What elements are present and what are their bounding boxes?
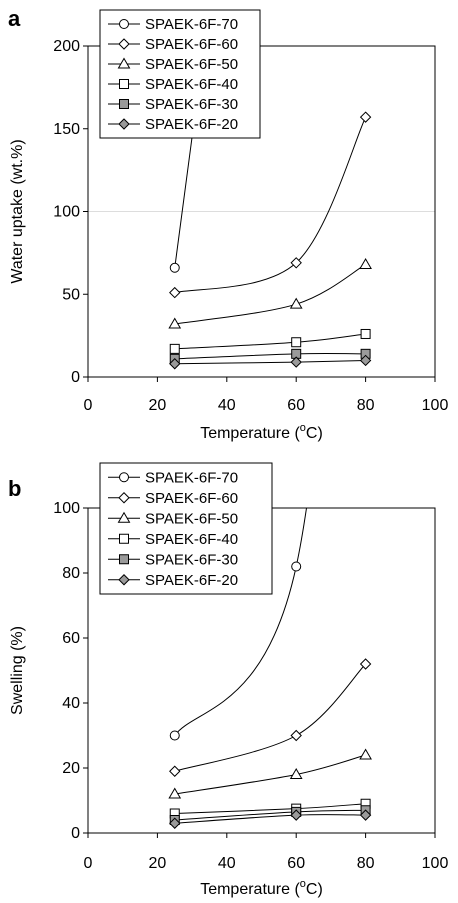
x-tick-label: 0: [84, 397, 93, 414]
data-point: [168, 787, 182, 799]
data-point: [169, 262, 180, 273]
data-point: [169, 730, 180, 741]
x-tick-label: 20: [149, 397, 167, 414]
x-tick-label: 60: [287, 397, 305, 414]
y-tick-label: 40: [62, 695, 80, 712]
data-point: [290, 356, 302, 368]
chart-panel-a: a 0 50 100 150 200 0 20 40 60 80 100 Water uptake (w…: [8, 6, 449, 442]
series-line: [174, 803, 366, 814]
series-line: [174, 46, 205, 268]
data-point: [289, 768, 303, 779]
legend-marker: [118, 492, 130, 504]
series-line: [174, 754, 366, 795]
legend-label: SPAEK-6F-40: [145, 531, 238, 548]
legend-marker: [117, 511, 131, 523]
y-tick-label: 60: [62, 630, 80, 647]
data-point: [359, 257, 372, 269]
legend-label: SPAEK-6F-70: [145, 16, 238, 33]
data-point: [290, 257, 302, 269]
legend-marker: [119, 79, 129, 89]
x-tick-label: 100: [422, 855, 449, 872]
data-point: [359, 748, 372, 760]
x-tick-label: 0: [84, 855, 93, 872]
data-point: [168, 317, 182, 329]
chart-panel-b: b 0 20 40 60 80 100 0 20 40 60 80 100 Swelling (%) Tem…: [8, 462, 449, 898]
panel-letter: a: [8, 6, 21, 31]
legend-box: [99, 9, 261, 139]
data-point: [359, 809, 372, 821]
legend-marker: [119, 554, 129, 565]
legend-label: SPAEK-6F-60: [145, 36, 238, 53]
series-line: [174, 116, 367, 294]
series-line: [174, 352, 366, 360]
y-tick-label: 50: [62, 286, 80, 303]
legend-marker: [118, 38, 130, 50]
data-point: [289, 297, 303, 309]
data-point: [359, 658, 372, 670]
legend-label: SPAEK-6F-30: [145, 96, 238, 113]
series-line: [174, 663, 366, 772]
x-tick-label: 40: [218, 397, 236, 414]
x-tick-label: 60: [287, 855, 305, 872]
legend-marker: [119, 472, 129, 483]
y-tick-label: 80: [62, 565, 80, 582]
x-tick-label: 80: [357, 397, 375, 414]
y-tick-label: 150: [53, 121, 80, 138]
legend-label: SPAEK-6F-70: [145, 469, 238, 486]
legend-marker: [118, 574, 130, 586]
x-tick-label: 20: [149, 855, 167, 872]
legend-label: SPAEK-6F-30: [145, 551, 238, 568]
legend-marker: [119, 99, 129, 109]
series-line: [174, 359, 366, 365]
series-line: [174, 814, 366, 824]
x-axis-title: Temperature (oC): [200, 878, 323, 898]
series-line: [174, 264, 366, 325]
legend-marker: [119, 19, 129, 29]
y-tick-label: 0: [71, 825, 80, 842]
legend-marker: [119, 533, 129, 544]
legend-marker: [117, 57, 131, 69]
legend-label: SPAEK-6F-40: [145, 76, 238, 93]
data-point: [290, 729, 302, 742]
x-tick-label: 80: [357, 855, 375, 872]
series-line: [174, 333, 366, 350]
data-point: [290, 809, 302, 821]
legend-label: SPAEK-6F-50: [145, 510, 238, 527]
data-point: [359, 354, 372, 367]
data-point: [360, 328, 371, 339]
data-point: [291, 561, 302, 572]
legend-box: [99, 462, 273, 595]
data-point: [291, 337, 302, 348]
y-tick-label: 100: [53, 204, 80, 221]
legend: SPAEK-6F-70 SPAEK-6F-60 SPAEK-6F-50 SPAEK-6…: [99, 9, 261, 139]
data-point: [169, 286, 181, 299]
y-tick-label: 200: [53, 38, 80, 55]
series-line: [174, 508, 308, 736]
legend-label: SPAEK-6F-50: [145, 56, 238, 73]
x-axis-title: Temperature (oC): [200, 422, 323, 442]
legend-label: SPAEK-6F-20: [145, 116, 238, 133]
data-point: [359, 111, 372, 123]
legend: SPAEK-6F-70 SPAEK-6F-60 SPAEK-6F-50 SPAEK-6…: [99, 462, 273, 595]
y-tick-label: 0: [71, 369, 80, 386]
data-point: [169, 817, 181, 829]
legend-label: SPAEK-6F-60: [145, 490, 238, 507]
x-tick-label: 40: [218, 855, 236, 872]
data-point: [169, 343, 180, 354]
data-point: [169, 765, 181, 777]
y-axis-title: Swelling (%): [9, 626, 26, 715]
x-tick-label: 100: [422, 397, 449, 414]
legend-marker: [118, 118, 130, 130]
y-tick-label: 100: [53, 500, 80, 517]
y-axis-title: Water uptake (wt.%): [9, 139, 26, 283]
panel-letter: b: [8, 476, 21, 501]
data-point: [169, 358, 181, 370]
y-tick-label: 20: [62, 760, 80, 777]
legend-label: SPAEK-6F-20: [145, 572, 238, 589]
